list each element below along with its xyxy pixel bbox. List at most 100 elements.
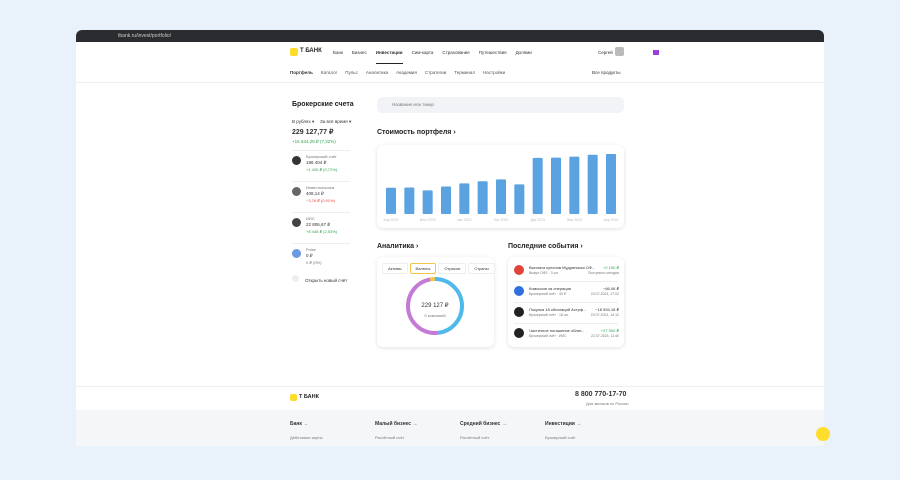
event-icon: [514, 286, 524, 296]
donut-caption: 9 компаний: [424, 313, 446, 318]
nav-item[interactable]: Бизнес: [351, 50, 367, 55]
divider: [514, 281, 618, 282]
footer-link[interactable]: Расчётный счёт: [375, 435, 405, 440]
nav-item[interactable]: Сим-карта: [411, 50, 434, 55]
bar: [441, 186, 451, 214]
avatar[interactable]: [615, 47, 624, 56]
footer-column-title[interactable]: Средний бизнес →: [460, 421, 507, 427]
tab[interactable]: Активы: [382, 263, 408, 274]
footer-column-title[interactable]: Инвестиции →: [545, 421, 582, 427]
tab[interactable]: Страны: [468, 263, 495, 274]
subnav-item[interactable]: Академия: [396, 70, 417, 75]
bar: [587, 154, 598, 214]
divider: [514, 323, 618, 324]
event-icon: [514, 307, 524, 317]
account-name[interactable]: Брокерский счёт: [306, 154, 337, 159]
divider: [292, 212, 350, 213]
donut-total: 229 127 ₽: [421, 303, 449, 309]
search-placeholder: Название или тикер: [392, 102, 434, 107]
event-amount: +2 150 ₽: [602, 265, 619, 270]
nav-item[interactable]: Путешествия: [478, 50, 507, 55]
account-change: 0 ₽ (0%): [306, 260, 322, 265]
subnav-item[interactable]: Каталог: [320, 70, 338, 75]
all-products[interactable]: Все продукты: [592, 70, 621, 75]
account-name[interactable]: Инвесткопилка: [306, 185, 335, 190]
x-tick-label: Июн 2023: [420, 218, 436, 222]
subnav-item[interactable]: Портфель: [290, 70, 313, 75]
tabs: Активы Валюты Отрасли Страны: [382, 263, 495, 274]
chart-title[interactable]: Стоимость портфеля ›: [377, 129, 456, 136]
sidebar-title: Брокерские счета: [292, 101, 354, 108]
footer-column-title[interactable]: Малый бизнес →: [375, 421, 418, 427]
nav-item[interactable]: Банк: [333, 50, 343, 55]
nav: Банк Бизнес Инвестиции Сим-карта Страхование…: [333, 50, 532, 64]
account-name[interactable]: Pulse: [306, 247, 317, 252]
event-icon: [514, 328, 524, 338]
footer-link[interactable]: Расчётный счёт: [460, 435, 490, 440]
donut-segment: [406, 277, 464, 335]
subnav-item[interactable]: Стратегии: [424, 70, 447, 75]
event-amount: +27 500 ₽: [600, 328, 619, 333]
nav-item[interactable]: Страхование: [442, 50, 470, 55]
tab[interactable]: Отрасли: [438, 263, 467, 274]
x-tick-label: Апр 2023: [384, 218, 399, 222]
analytics-title[interactable]: Аналитика ›: [377, 243, 419, 250]
footer-link[interactable]: Брокерский счёт: [545, 435, 576, 440]
account-icon: [292, 218, 301, 227]
footer-links-bg: [76, 410, 824, 446]
x-tick-label: Окт 2023: [494, 218, 509, 222]
subnav: Портфель Каталог Пульс Аналитика Академия Стр…: [290, 70, 505, 75]
subnav-item[interactable]: Аналитика: [365, 70, 389, 75]
analytics-card: Активы Валюты Отрасли Страны 229 127 ₽ 9 ко…: [377, 257, 495, 347]
event-subtitle: Брокерский счёт · 18 шт.: [529, 313, 569, 317]
header-line: [76, 82, 824, 83]
event-title[interactable]: Частичное погашение облиг...: [529, 328, 585, 333]
event-icon: [514, 265, 524, 275]
divider: [292, 150, 350, 151]
open-account[interactable]: Открыть новый счёт: [292, 275, 347, 283]
footer-link[interactable]: Дебетовые карты: [290, 435, 323, 440]
search[interactable]: [377, 97, 624, 113]
url[interactable]: tbank.ru/invest/portfolio/: [118, 33, 172, 39]
account-icon: [292, 156, 301, 165]
bar: [459, 183, 470, 214]
account-value: 0 ₽: [306, 253, 313, 258]
event-title[interactable]: Выплата купонов Мудринская ОФ...: [529, 265, 596, 270]
account-name[interactable]: ИИС: [306, 216, 315, 221]
logo[interactable]: Т БАНК: [300, 48, 322, 54]
total: 229 127,77 ₽: [292, 129, 334, 136]
nav-item[interactable]: Инвестиции: [375, 50, 403, 64]
event-amount: −18 594,18 ₽: [595, 307, 619, 312]
event-title[interactable]: Комиссия за операции: [529, 286, 572, 291]
chart-card: Апр 2023 Июн 2023 Авг 2023 Окт 2023 Дек 2023…: [377, 145, 624, 228]
nav-item[interactable]: Долями: [515, 50, 532, 55]
events-title[interactable]: Последние события ›: [508, 243, 583, 250]
divider: [292, 181, 350, 182]
plus-icon: [292, 275, 299, 282]
user[interactable]: Сергей: [598, 50, 613, 55]
open-account-text: Открыть новый счёт: [305, 278, 348, 283]
total-change: +15 634,29 ₽ (7,32%): [292, 139, 336, 144]
subnav-item[interactable]: Настройки: [483, 70, 506, 75]
bar: [514, 184, 525, 214]
events-card: Выплата купонов Мудринская ОФ... Выкуп ОФ…: [508, 257, 624, 347]
subnav-item[interactable]: Пульс: [345, 70, 358, 75]
divider: [292, 243, 350, 244]
event-title[interactable]: Покупка 18 облигаций Астрф...: [529, 307, 587, 312]
footer-column-title[interactable]: Банк →: [290, 421, 309, 427]
tab[interactable]: Валюты: [409, 263, 437, 274]
x-tick-label: Фев 2024: [567, 218, 582, 222]
account-change: +8 448 ₽ (2,53%): [306, 229, 338, 234]
chat-button[interactable]: [816, 427, 830, 441]
filter[interactable]: В рублях ▾: [292, 119, 315, 124]
phone[interactable]: 8 800 770-17-70: [575, 391, 627, 398]
filter[interactable]: За всё время ▾: [320, 119, 352, 124]
extension-icon: [653, 50, 659, 55]
bar: [532, 157, 543, 214]
bar: [569, 156, 580, 214]
bar: [386, 187, 396, 214]
footer-logo[interactable]: Т БАНК: [299, 394, 319, 400]
subnav-item[interactable]: Терминал: [454, 70, 476, 75]
divider: [514, 302, 618, 303]
